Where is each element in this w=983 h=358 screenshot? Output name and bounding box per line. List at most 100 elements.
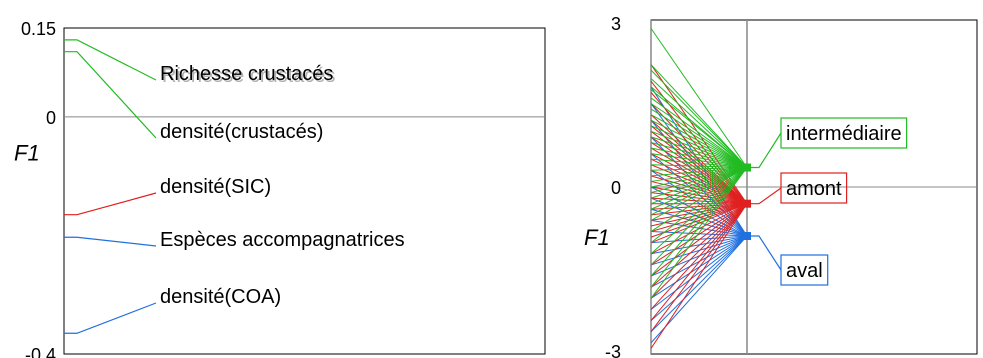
group-leader-line — [747, 235, 782, 271]
observation-line — [650, 108, 748, 168]
right-y-tick-label: 0 — [611, 178, 621, 198]
observation-line — [650, 89, 748, 168]
observation-line — [650, 203, 748, 221]
observation-line — [650, 153, 748, 169]
observation-line — [650, 167, 748, 232]
group-label-box — [780, 117, 908, 149]
observation-line — [650, 203, 748, 288]
observation-line — [650, 203, 748, 227]
observation-line — [650, 203, 748, 216]
right-y-tick-label: -3 — [605, 342, 621, 358]
observation-line — [650, 203, 748, 244]
left-y-axis-label: F1 — [14, 140, 40, 165]
observation-line — [650, 167, 748, 216]
left-y-tick-label: 0 — [46, 108, 56, 128]
observation-line — [650, 208, 748, 237]
observation-line — [650, 203, 748, 299]
observation-line — [650, 197, 748, 237]
observation-line — [650, 167, 748, 205]
observation-line — [650, 147, 748, 205]
observation-line — [650, 103, 748, 168]
variable-leader-line — [64, 302, 157, 334]
observation-line — [650, 235, 748, 321]
observation-line — [650, 167, 748, 277]
observation-line — [650, 167, 748, 255]
left-y-tick-label: -0.4 — [25, 345, 56, 358]
variable-label: Richesse crustacés — [160, 63, 333, 85]
observation-line — [650, 180, 748, 205]
variable-leader-line — [64, 39, 157, 81]
left-plot-frame — [63, 27, 546, 355]
observation-line — [650, 203, 748, 255]
group-leader-line — [747, 187, 782, 205]
variable-label: Espèces accompagnatrices — [160, 229, 405, 251]
observation-line — [650, 167, 748, 221]
group-label: intermédiaire — [786, 123, 902, 145]
observation-line — [650, 203, 748, 233]
observation-line — [650, 235, 748, 310]
group-label-box — [780, 254, 829, 286]
observation-line — [650, 203, 748, 238]
observation-line — [650, 147, 748, 169]
observation-line — [650, 203, 748, 349]
observation-line — [650, 164, 748, 169]
observation-line — [650, 167, 748, 299]
variable-label: densité(SIC) — [160, 176, 271, 198]
observation-line — [650, 203, 748, 210]
observation-line — [650, 167, 748, 266]
observation-line — [650, 28, 748, 168]
variable-leader-line — [64, 51, 157, 139]
observation-line — [650, 167, 748, 194]
group-leader-line — [747, 132, 782, 169]
observation-line — [650, 235, 748, 333]
left-chart-panel: 0.150-0.4 F1 Richesse crustacésRichesse … — [14, 19, 546, 358]
observation-line — [650, 167, 748, 177]
variable-leader-line — [64, 236, 157, 247]
left-y-tick-label: 0.15 — [21, 19, 56, 39]
observation-line — [650, 136, 748, 205]
observation-line — [650, 167, 748, 182]
observation-line — [650, 192, 748, 205]
observation-line — [650, 158, 748, 205]
observation-line — [650, 197, 748, 205]
observation-line — [650, 169, 748, 205]
observation-line — [650, 153, 748, 237]
observation-line — [650, 167, 748, 199]
right-y-tick-label: 3 — [611, 14, 621, 34]
observation-line — [650, 186, 748, 205]
group-label: amont — [786, 178, 842, 200]
observation-line — [650, 78, 748, 168]
right-y-axis-label: F1 — [584, 225, 610, 250]
observation-line — [650, 203, 748, 277]
variable-label: densité(COA) — [160, 286, 281, 308]
observation-line — [650, 164, 748, 205]
observation-line — [650, 203, 748, 266]
group-label-box — [780, 172, 848, 204]
observation-line — [650, 119, 748, 168]
observation-line — [650, 97, 748, 168]
observation-line — [650, 167, 748, 210]
group-label: aval — [786, 260, 823, 282]
right-chart-panel: 3 0 -3 F1 intermédiaire amont aval — [584, 14, 978, 358]
observation-line — [650, 167, 748, 188]
variable-label: densité(crustacés) — [160, 121, 323, 143]
observation-line — [650, 167, 748, 288]
variable-label-shadow: Richesse crustacés — [162, 65, 335, 87]
observation-line — [650, 130, 748, 205]
observation-line — [650, 203, 748, 321]
observation-line — [650, 167, 748, 244]
observation-line — [650, 130, 748, 168]
observation-line — [650, 158, 748, 169]
observation-line — [650, 141, 748, 169]
observation-line — [650, 64, 748, 168]
observation-line — [650, 114, 748, 168]
observation-line — [650, 125, 748, 205]
observation-line — [650, 136, 748, 168]
observation-line — [650, 153, 748, 205]
observation-line — [650, 203, 748, 310]
observation-line — [650, 175, 748, 205]
observation-line — [650, 167, 748, 171]
variable-leader-line — [64, 192, 157, 216]
observation-line — [650, 69, 748, 168]
